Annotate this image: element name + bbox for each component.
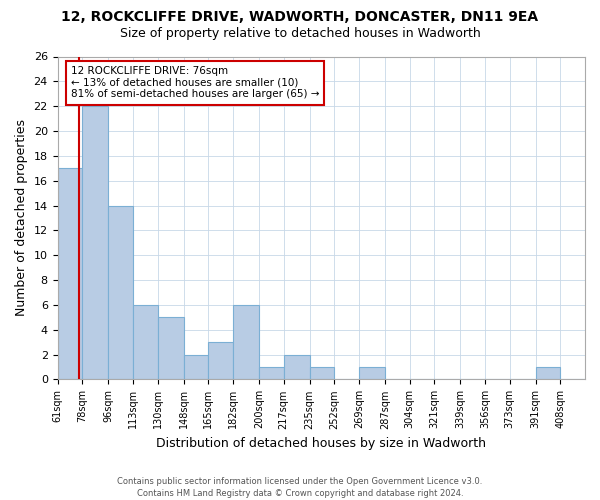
- Y-axis label: Number of detached properties: Number of detached properties: [15, 120, 28, 316]
- Bar: [58, 168, 82, 380]
- Bar: [108, 206, 133, 380]
- Bar: [536, 367, 560, 380]
- Bar: [284, 354, 310, 380]
- Bar: [82, 106, 108, 380]
- Text: 12, ROCKCLIFFE DRIVE, WADWORTH, DONCASTER, DN11 9EA: 12, ROCKCLIFFE DRIVE, WADWORTH, DONCASTE…: [61, 10, 539, 24]
- Bar: [359, 367, 385, 380]
- Bar: [259, 367, 284, 380]
- Bar: [158, 318, 184, 380]
- X-axis label: Distribution of detached houses by size in Wadworth: Distribution of detached houses by size …: [156, 437, 486, 450]
- Bar: [310, 367, 334, 380]
- Text: 12 ROCKCLIFFE DRIVE: 76sqm
← 13% of detached houses are smaller (10)
81% of semi: 12 ROCKCLIFFE DRIVE: 76sqm ← 13% of deta…: [71, 66, 319, 100]
- Bar: [184, 354, 208, 380]
- Bar: [208, 342, 233, 380]
- Text: Contains public sector information licensed under the Open Government Licence v3: Contains public sector information licen…: [118, 477, 482, 486]
- Text: Contains HM Land Registry data © Crown copyright and database right 2024.: Contains HM Land Registry data © Crown c…: [137, 488, 463, 498]
- Text: Size of property relative to detached houses in Wadworth: Size of property relative to detached ho…: [119, 28, 481, 40]
- Bar: [133, 305, 158, 380]
- Bar: [233, 305, 259, 380]
